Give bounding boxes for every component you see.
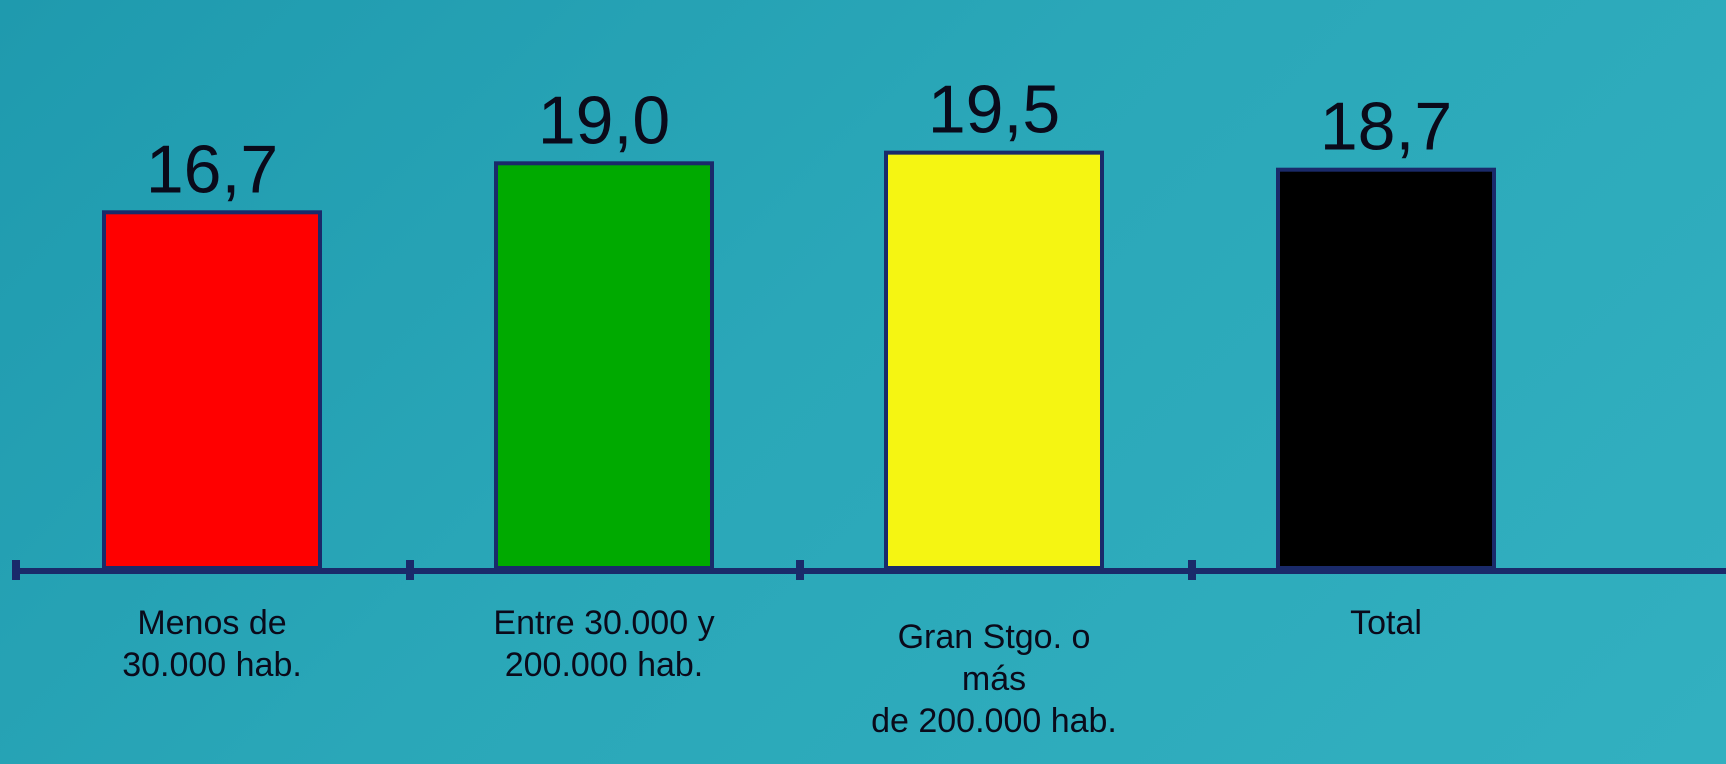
category-label-2-line-1: Gran Stgo. o más: [897, 618, 1091, 698]
bar-1: [494, 161, 714, 571]
x-axis-tick-0: [12, 560, 20, 580]
value-label-3: 18,7: [1320, 89, 1452, 165]
category-label-1-line-1: Entre 30.000 y: [493, 604, 715, 642]
category-label-0-line-2: 30.000 hab.: [122, 646, 302, 684]
value-label-2: 19,5: [928, 72, 1060, 148]
x-axis-tick-3: [1188, 560, 1196, 580]
value-label-1: 19,0: [538, 82, 670, 158]
x-axis-tick-1: [406, 560, 414, 580]
bar-3: [1276, 167, 1496, 570]
category-label-1-line-2: 200.000 hab.: [504, 646, 704, 684]
x-axis-tick-2: [796, 560, 804, 580]
category-label-0: Menos de 30.000 hab.: [82, 602, 342, 686]
value-label-0: 16,7: [146, 131, 278, 207]
category-label-3: Total: [1256, 602, 1516, 644]
bar-2: [884, 150, 1104, 570]
category-label-1: Entre 30.000 y 200.000 hab.: [474, 602, 734, 686]
category-label-2-line-2: de 200.000 hab.: [871, 702, 1117, 740]
category-label-2: Gran Stgo. o más de 200.000 hab.: [864, 616, 1124, 742]
category-label-3-line-1: Total: [1350, 604, 1422, 642]
bar-0: [102, 210, 322, 570]
category-label-0-line-1: Menos de: [137, 604, 287, 642]
